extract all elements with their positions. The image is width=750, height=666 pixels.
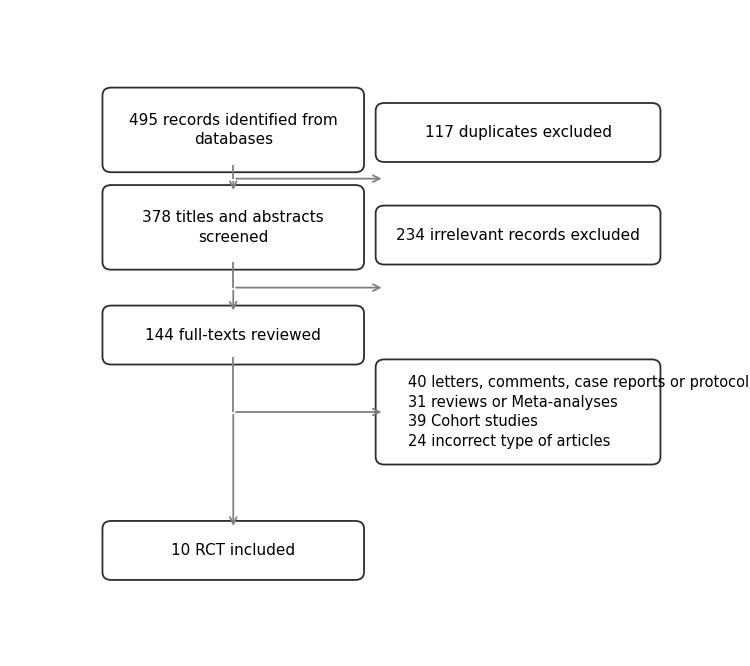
Text: 40 letters, comments, case reports or protocols
31 reviews or Meta-analyses
39 C: 40 letters, comments, case reports or pr… xyxy=(408,375,750,449)
FancyBboxPatch shape xyxy=(103,185,364,270)
Text: 144 full-texts reviewed: 144 full-texts reviewed xyxy=(146,328,321,342)
FancyBboxPatch shape xyxy=(376,360,661,465)
Text: 10 RCT included: 10 RCT included xyxy=(171,543,296,558)
Text: 495 records identified from
databases: 495 records identified from databases xyxy=(129,113,338,147)
FancyBboxPatch shape xyxy=(103,521,364,580)
Text: 117 duplicates excluded: 117 duplicates excluded xyxy=(424,125,611,140)
FancyBboxPatch shape xyxy=(103,306,364,364)
FancyBboxPatch shape xyxy=(376,206,661,264)
FancyBboxPatch shape xyxy=(376,103,661,162)
Text: 378 titles and abstracts
screened: 378 titles and abstracts screened xyxy=(142,210,324,245)
Text: 234 irrelevant records excluded: 234 irrelevant records excluded xyxy=(396,228,640,242)
FancyBboxPatch shape xyxy=(103,88,364,172)
